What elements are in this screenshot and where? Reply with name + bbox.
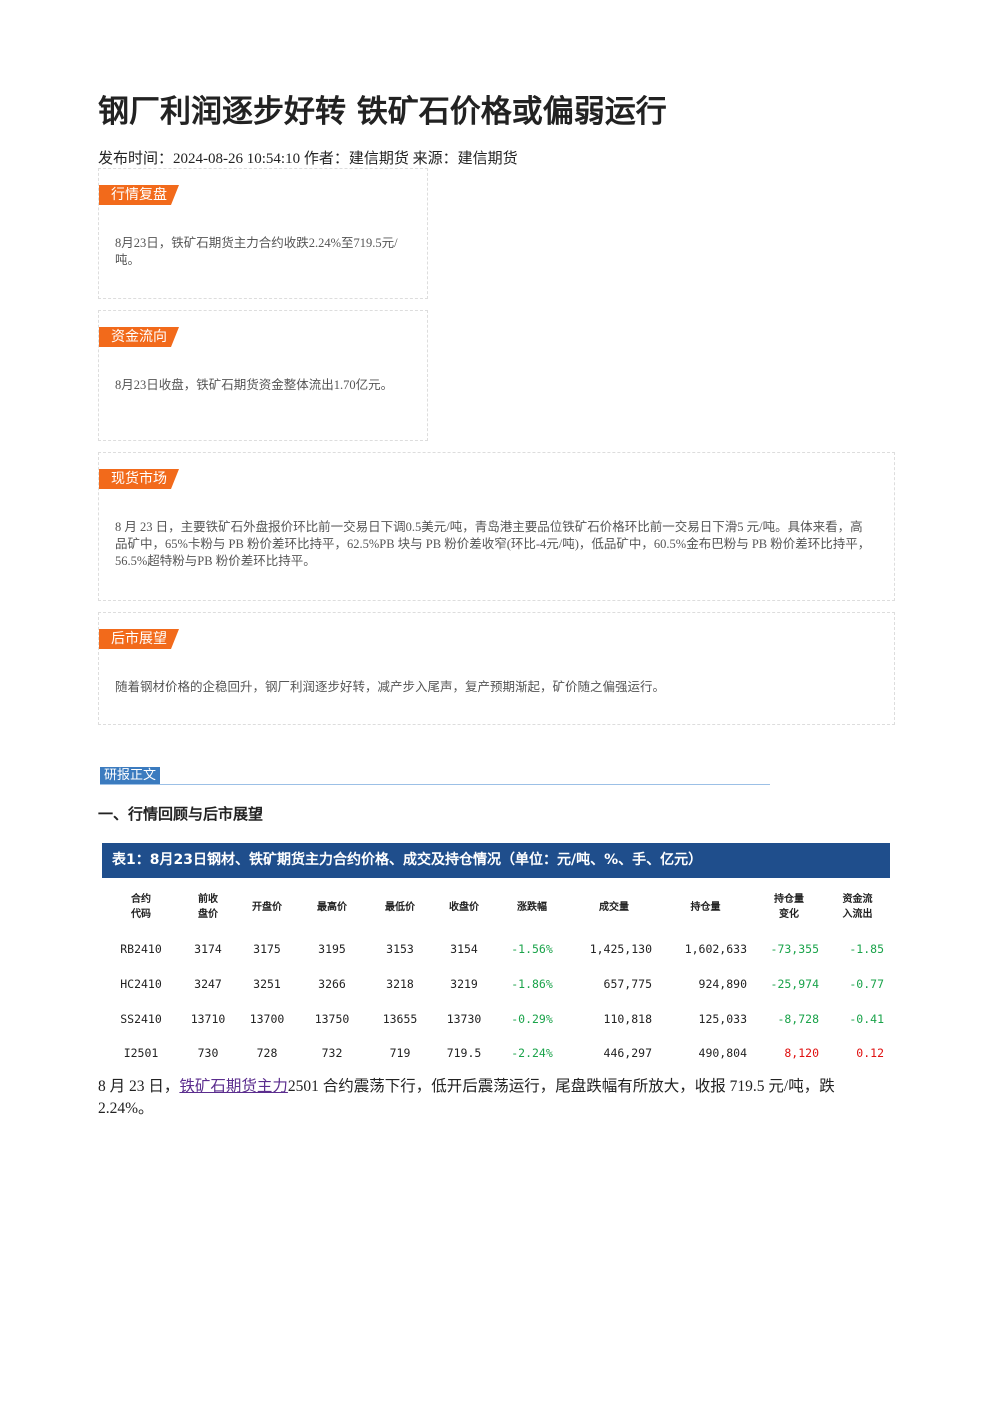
section-text: 8月23日，铁矿石期货主力合约收跌2.24%至719.5元/吨。 — [115, 236, 398, 267]
section-tag: 资金流向 — [99, 327, 179, 347]
text: 2501 合约震荡下行，低开后震荡运行，尾盘跌幅有所放大，收报 719.5 元/… — [98, 1078, 835, 1117]
table-cell: 3266 — [318, 977, 346, 992]
report-heading: 一、行情回顾与后市展望 — [98, 805, 264, 823]
table-cell: 13710 — [190, 1011, 226, 1026]
table-row: HC2410 3247 3251 3266 3218 3219 -1.86% 657,775 9… — [102, 967, 890, 1002]
text: 8 月 23 日， — [98, 1078, 180, 1095]
table-cell: 732 — [321, 1046, 343, 1061]
section-tag: 行情复盘 — [99, 185, 179, 205]
table-cell: 3175 — [253, 942, 281, 957]
divider — [100, 784, 770, 785]
table-cell: 8,120 — [784, 1046, 819, 1061]
header-cell: 成交量 — [599, 901, 629, 913]
section-text: 随着钢材价格的企稳回升，钢厂利润逐步好转，减产步入尾声，复产预期渐起，矿价随之偏… — [115, 680, 666, 694]
table-cell: -0.77 — [849, 977, 884, 992]
table-cell: 3174 — [194, 942, 222, 957]
table-cell: 3247 — [194, 977, 222, 992]
table-cell: -8,728 — [777, 1011, 819, 1026]
table-row: I2501 730 728 732 719 719.5 -2.24% 446,297 490,8… — [102, 1036, 890, 1071]
table-cell: 13655 — [382, 1011, 418, 1026]
header-cell: 持仓量 — [690, 901, 721, 913]
header-cell: 开盘价 — [252, 901, 282, 913]
section-tag: 后市展望 — [99, 629, 179, 649]
table-cell: 730 — [197, 1046, 219, 1061]
table-cell: 719.5 — [446, 1046, 482, 1061]
table-cell: -73,355 — [770, 942, 819, 957]
table-cell: -1.86% — [511, 977, 553, 992]
header-cell: 最低价 — [385, 901, 415, 913]
table-cell: -1.56% — [511, 942, 553, 957]
table-cell: 657,775 — [603, 977, 652, 992]
table-cell: 3219 — [450, 977, 478, 992]
section-text: 8月23日收盘，铁矿石期货资金整体流出1.70亿元。 — [115, 378, 394, 392]
table-cell: -0.41 — [849, 1011, 884, 1026]
table-cell: 1,425,130 — [589, 942, 652, 957]
report-tag: 研报正文 — [100, 767, 161, 785]
header-cell: 前收 盘价 — [198, 894, 218, 920]
table-cell: 3251 — [253, 977, 281, 992]
section-box: 后市展望 随着钢材价格的企稳回升，钢厂利润逐步好转，减产步入尾声，复产预期渐起，… — [98, 612, 895, 725]
section-box: 行情复盘 8月23日，铁矿石期货主力合约收跌2.24%至719.5元/吨。 — [98, 168, 428, 299]
header-row: 合约 代码 前收 盘价 开盘价 最高价 最低价 收盘价 涨跌幅 成交量 持仓量 持仓量 变化 资金流… — [102, 882, 890, 932]
header-cell: 合约 代码 — [131, 894, 151, 920]
paragraph: 8 月 23 日，铁矿石期货主力2501 合约震荡下行，低开后震荡运行，尾盘跌幅… — [98, 1076, 888, 1120]
table-caption: 表1：8月23日钢材、铁矿期货主力合约价格、成交及持仓情况（单位：元/吨、%、手… — [102, 843, 890, 878]
table-cell: 490,804 — [698, 1046, 747, 1061]
table-cell: -0.29% — [511, 1011, 553, 1026]
table-cell: -2.24% — [511, 1046, 553, 1061]
table-cell: 446,297 — [603, 1046, 652, 1061]
table-cell: 3195 — [318, 942, 346, 957]
table-row: SS2410 13710 13700 13750 13655 13730 -0.29% 110… — [102, 1001, 890, 1036]
table-cell: HC2410 — [120, 977, 162, 992]
table-cell: -25,974 — [770, 977, 819, 992]
table-row: RB2410 3174 3175 3195 3153 3154 -1.56% 1,425,13… — [102, 932, 890, 967]
table-cell: 13700 — [249, 1011, 285, 1026]
meta: 发布时间：2024-08-26 10:54:10 作者：建信期货 来源：建信期货 — [98, 151, 518, 167]
title: 钢厂利润逐步好转 铁矿石价格或偏弱运行 — [98, 94, 667, 130]
table-cell: 0.12 — [856, 1046, 884, 1061]
header-cell: 资金流 入流出 — [842, 894, 873, 920]
link[interactable]: 铁矿石期货主力 — [179, 1078, 288, 1095]
header-cell: 持仓量 变化 — [774, 894, 804, 920]
table-cell: 3153 — [386, 942, 414, 957]
table-cell: 3154 — [450, 942, 478, 957]
section-text: 8 月 23 日，主要铁矿石外盘报价环比前一交易日下调0.5美元/吨，青岛港主要… — [115, 520, 871, 568]
table-cell: 719 — [389, 1046, 411, 1061]
table-cell: 1,602,633 — [684, 942, 747, 957]
table-cell: 110,818 — [603, 1011, 652, 1026]
header-cell: 收盘价 — [449, 901, 479, 913]
header-cell: 涨跌幅 — [517, 901, 547, 913]
table-cell: -1.85 — [849, 942, 884, 957]
table-cell: SS2410 — [120, 1011, 162, 1026]
table-cell: 3218 — [386, 977, 414, 992]
table-cell: 125,033 — [698, 1011, 747, 1026]
table-cell: 728 — [256, 1046, 278, 1061]
header-cell: 最高价 — [317, 901, 347, 913]
data-table: 合约 代码 前收 盘价 开盘价 最高价 最低价 收盘价 涨跌幅 成交量 持仓量 持仓量 变化 资金流… — [102, 882, 890, 1071]
table-cell: I2501 — [123, 1046, 159, 1061]
table-cell: 13730 — [446, 1011, 482, 1026]
section-box: 资金流向 8月23日收盘，铁矿石期货资金整体流出1.70亿元。 — [98, 310, 428, 441]
table-cell: 13750 — [314, 1011, 350, 1026]
table-cell: RB2410 — [120, 942, 162, 957]
section-box: 现货市场 8 月 23 日，主要铁矿石外盘报价环比前一交易日下调0.5美元/吨，… — [98, 452, 895, 601]
section-tag: 现货市场 — [99, 469, 179, 489]
table-cell: 924,890 — [698, 977, 747, 992]
